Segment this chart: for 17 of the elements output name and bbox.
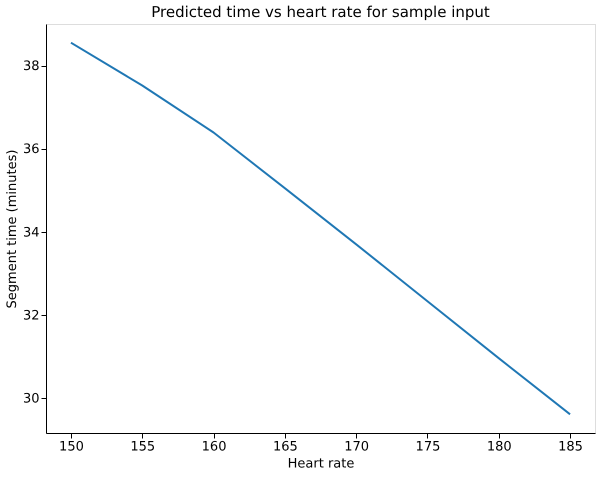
y-tick-label: 38 <box>22 59 40 74</box>
x-tick-label: 165 <box>272 440 298 454</box>
y-tick-label: 34 <box>22 225 40 240</box>
y-tick-label: 30 <box>22 392 40 407</box>
chart-title: Predicted time vs heart rate for sample input <box>151 3 490 21</box>
line-series <box>70 42 572 416</box>
x-tick-label: 185 <box>558 440 583 454</box>
x-tick-label: 175 <box>416 440 440 454</box>
x-tick-label: 150 <box>59 440 84 454</box>
y-tick-label: 36 <box>22 142 40 158</box>
y-tick-label: 32 <box>22 308 40 324</box>
x-axis-title: Heart rate <box>288 456 354 472</box>
x-tick-label: 170 <box>344 440 370 454</box>
x-tick-label: 160 <box>202 440 226 454</box>
x-tick-label: 155 <box>130 440 156 454</box>
y-axis-title: Segment time (minutes) <box>4 150 20 308</box>
x-tick-label: 180 <box>486 440 512 454</box>
